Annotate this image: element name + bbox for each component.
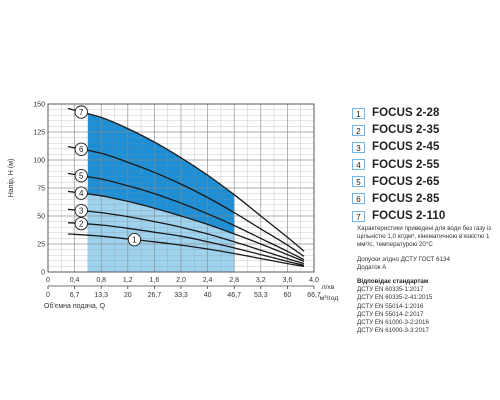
x-top-tick-label: 4,0 (309, 277, 319, 284)
standard-item: ДСТУ EN 55014-2:2017 (357, 310, 424, 318)
unit-bottom-label: м³/год (320, 295, 339, 302)
curve-label-5: 5 (79, 171, 84, 180)
x-axis-title: Об'ємна подача, Q (44, 302, 106, 310)
x-bottom-tick-label: 53,3 (254, 292, 268, 299)
x-top-tick-label: 0,8 (96, 277, 106, 284)
curve-label-1: 1 (132, 235, 137, 244)
curve-label-circle-5 (74, 169, 88, 183)
y-tick-label: 150 (33, 102, 45, 109)
curve-7 (67, 107, 305, 252)
curve-label-circle-1 (127, 233, 142, 247)
legend-number: 6 (352, 193, 365, 205)
performance-curves (67, 107, 305, 268)
standard-item: ДСТУ EN 61000-3-3:2017 (357, 327, 429, 335)
y-axis-title: Напір, H (м) (7, 159, 15, 198)
x-bottom-tick-label: 20 (124, 292, 132, 299)
curve-number-labels: 1 2 3 4 5 6 7 (74, 105, 142, 247)
y-tick-label: 125 (33, 130, 45, 137)
curve-label-6: 6 (79, 145, 84, 154)
legend-item: 4 FOCUS 2-55 (352, 158, 497, 172)
notes-tolerances: Допуски згідно ДСТУ ГОСТ 6134 (357, 255, 450, 263)
x-bottom-tick-label: 46,7 (227, 292, 241, 299)
model-legend: 1 FOCUS 2-28 2 FOCUS 2-35 3 FOCUS 2-45 4 FOCUS … (352, 106, 497, 226)
x-top-tick-label: 1,2 (123, 277, 133, 284)
x-bottom-tick-label: 66,7 (307, 292, 321, 299)
x-bottom-tick-label: 26,7 (148, 292, 162, 299)
curve-label-7: 7 (79, 108, 84, 117)
curve-label-circle-7 (74, 105, 88, 119)
curve-3 (67, 208, 305, 265)
notes-appendix: Додаток А (357, 263, 387, 271)
legend-model-name: FOCUS 2-65 (372, 175, 440, 188)
legend-item: 1 FOCUS 2-28 (352, 106, 497, 120)
standard-item: ДСТУ EN 55014-1:2016 (357, 302, 424, 310)
curve-label-3: 3 (79, 206, 84, 215)
x-top-tick-label: 0,4 (70, 277, 80, 284)
curve-label-circle-6 (74, 142, 88, 156)
x-top-tick-label: 2,4 (203, 277, 213, 284)
legend-model-name: FOCUS 2-110 (372, 210, 446, 223)
x-bottom-tick-label: 0 (46, 292, 50, 299)
legend-number: 5 (352, 176, 365, 188)
standard-item: ДСТУ EN 60335-2-41:2015 (357, 294, 433, 302)
legend-model-name: FOCUS 2-28 (372, 107, 440, 119)
curve-1 (67, 233, 305, 268)
x-top-tick-label: 3,6 (283, 277, 293, 284)
x-bottom-tick-label: 33,3 (174, 292, 188, 299)
y-tick-label: 100 (33, 158, 45, 165)
x-bottom-tick-label: 60 (284, 292, 292, 299)
x-top-tick-label: 3,2 (256, 277, 266, 284)
curve-label-2: 2 (79, 219, 84, 228)
standards-list: ДСТУ EN 60335-1:2017 ДСТУ EN 60335-2-41:2… (357, 286, 497, 335)
chart-notes: Характеристики приведені для води без га… (357, 225, 497, 335)
curve-2 (67, 222, 305, 266)
x-top-tick-label: 2,8 (229, 277, 239, 284)
unit-top-label: л/хв (322, 284, 335, 291)
curve-label-4: 4 (79, 189, 84, 198)
x-top-tick-label: 0 (46, 277, 50, 284)
plot-frame (47, 103, 315, 273)
curve-label-circle-4 (74, 186, 88, 200)
legend-model-name: FOCUS 2-35 (372, 124, 440, 137)
legend-item: 7 FOCUS 2-110 (352, 209, 497, 223)
curve-6 (67, 145, 305, 257)
standard-item: ДСТУ EN 60335-1:2017 (357, 286, 424, 294)
legend-model-name: FOCUS 2-45 (372, 141, 440, 154)
legend-number: 4 (352, 159, 365, 171)
x-top-tick-label: 1,6 (150, 277, 160, 284)
legend-number: 7 (352, 210, 365, 222)
standard-item: ДСТУ EN 61000-3-2:2016 (357, 319, 429, 327)
legend-item: 6 FOCUS 2-85 (352, 192, 497, 206)
x-bottom-tick-label: 13,3 (94, 292, 108, 299)
standards-title: Відповідає стандартам (357, 278, 429, 286)
x-bottom-tick-label: 40 (204, 292, 212, 299)
curve-label-circle-3 (74, 203, 88, 218)
legend-number: 2 (352, 124, 365, 136)
legend-item: 5 FOCUS 2-65 (352, 175, 497, 189)
notes-conditions: Характеристики приведені для води без га… (357, 225, 492, 249)
x-top-tick-label: 2,0 (176, 277, 186, 284)
chart-grid (47, 103, 315, 273)
legend-model-name: FOCUS 2-55 (372, 158, 440, 171)
curve-5 (67, 172, 305, 261)
legend-model-name: FOCUS 2-85 (372, 192, 440, 205)
curve-label-circle-2 (74, 216, 88, 231)
y-tick-label: 25 (37, 242, 45, 249)
legend-item: 2 FOCUS 2-35 (352, 123, 497, 137)
x-bottom-tick-label: 6,7 (70, 292, 80, 299)
legend-number: 1 (352, 107, 365, 119)
legend-item: 3 FOCUS 2-45 (352, 140, 497, 154)
curve-4 (67, 190, 305, 262)
y-tick-label: 0 (41, 270, 45, 277)
y-tick-label: 50 (37, 214, 45, 221)
y-tick-label: 75 (37, 186, 45, 193)
legend-number: 3 (352, 141, 365, 153)
